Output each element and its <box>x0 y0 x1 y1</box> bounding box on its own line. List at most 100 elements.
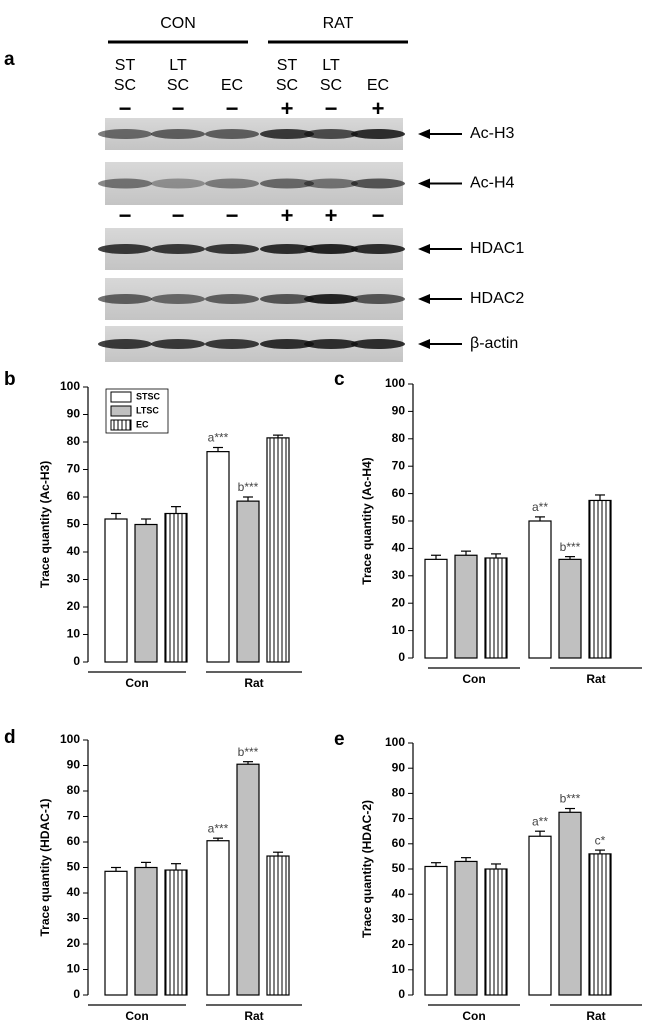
lane-label: SC <box>320 77 342 94</box>
y-tick-label: 100 <box>60 379 80 393</box>
blot-band <box>151 178 205 189</box>
significance-label: b*** <box>560 792 581 806</box>
error-bar <box>213 446 223 452</box>
blot-band <box>260 339 314 349</box>
y-axis-label: Trace quantity (Ac-H4) <box>360 457 374 584</box>
y-tick-label: 20 <box>67 936 81 950</box>
lane-label: SC <box>167 77 189 94</box>
x-tick-label: Con <box>462 1009 485 1023</box>
bar <box>484 557 508 659</box>
x-tick-label: Con <box>462 672 485 686</box>
arrow-head <box>418 178 430 189</box>
error-bar <box>141 518 151 525</box>
error-bar <box>491 863 501 869</box>
y-tick-label: 30 <box>67 572 81 586</box>
arrow-head <box>418 244 430 254</box>
error-bar <box>565 807 575 813</box>
bar <box>104 870 128 996</box>
y-tick-label: 20 <box>392 595 406 609</box>
y-tick-label: 70 <box>67 809 81 823</box>
bar <box>206 451 230 663</box>
bar <box>454 554 478 659</box>
blot-band <box>151 339 205 349</box>
lane-label: EC <box>221 77 243 94</box>
blot-band <box>151 294 205 304</box>
treatment-sign: − <box>172 203 185 228</box>
error-bar <box>243 496 253 502</box>
treatment-sign: + <box>372 96 385 121</box>
legend-swatch <box>110 405 132 417</box>
lane-label: LT <box>322 57 340 74</box>
y-tick-label: 10 <box>392 623 406 637</box>
blot-band <box>351 294 405 304</box>
treatment-sign: + <box>325 203 338 228</box>
y-tick-label: 30 <box>67 911 81 925</box>
band-label: HDAC2 <box>470 290 524 307</box>
significance-label: a** <box>532 500 548 514</box>
y-tick-label: 40 <box>67 885 81 899</box>
blot-band <box>304 294 358 304</box>
lane-label: LT <box>169 57 187 74</box>
error-bar <box>213 837 223 841</box>
error-bar <box>535 516 545 521</box>
significance-label: b*** <box>238 745 259 759</box>
y-tick-label: 20 <box>67 599 81 613</box>
significance-label: a*** <box>208 431 229 445</box>
bar <box>104 518 128 663</box>
y-tick-label: 0 <box>73 654 80 668</box>
blot-band <box>98 244 152 254</box>
blot-band <box>260 129 314 139</box>
error-bar <box>243 761 253 765</box>
bar <box>266 437 290 663</box>
y-tick-label: 10 <box>67 962 81 976</box>
y-axis-label: Trace quantity (HDAC-1) <box>38 798 52 936</box>
error-bar <box>431 862 441 867</box>
lane-label: ST <box>277 57 298 74</box>
lane-label: SC <box>276 77 298 94</box>
x-tick-label: Con <box>125 676 148 690</box>
y-tick-label: 10 <box>392 962 406 976</box>
y-tick-label: 50 <box>67 860 81 874</box>
legend-swatch <box>110 391 132 403</box>
y-tick-label: 90 <box>67 407 81 421</box>
bar <box>528 835 552 996</box>
bar <box>236 763 260 996</box>
bar <box>206 840 230 996</box>
error-bar <box>461 857 471 862</box>
blot-band <box>304 178 358 189</box>
significance-label: a*** <box>208 821 229 835</box>
bar <box>134 866 158 996</box>
error-bar <box>595 494 605 501</box>
y-tick-label: 30 <box>392 912 406 926</box>
error-bar <box>111 866 121 872</box>
x-tick-label: Rat <box>244 676 263 690</box>
bar <box>454 860 478 996</box>
blot-band <box>98 129 152 139</box>
error-bar <box>565 556 575 560</box>
error-bar <box>431 554 441 560</box>
band-label: β-actin <box>470 335 518 352</box>
arrow-head <box>418 129 430 139</box>
treatment-sign: − <box>325 96 338 121</box>
bar <box>588 499 612 659</box>
lane-label: SC <box>114 77 136 94</box>
error-bar <box>273 851 283 857</box>
blot-band <box>98 339 152 349</box>
y-tick-label: 20 <box>392 937 406 951</box>
blot-band <box>98 178 152 189</box>
panel-letter: d <box>4 727 16 748</box>
y-tick-label: 90 <box>392 404 406 418</box>
y-tick-label: 80 <box>392 431 406 445</box>
bar <box>236 500 260 663</box>
x-tick-label: Rat <box>586 672 605 686</box>
panel-letter: a <box>4 49 15 70</box>
error-bar <box>461 550 471 556</box>
significance-label: b*** <box>560 540 581 554</box>
blot-band <box>351 178 405 189</box>
blot-band <box>260 294 314 304</box>
panel-letter: e <box>334 729 345 750</box>
bar <box>484 868 508 996</box>
y-tick-label: 40 <box>392 886 406 900</box>
y-tick-label: 0 <box>398 987 405 1001</box>
